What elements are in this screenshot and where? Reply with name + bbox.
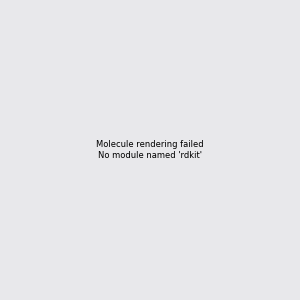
Text: Molecule rendering failed
No module named 'rdkit': Molecule rendering failed No module name… — [96, 140, 204, 160]
